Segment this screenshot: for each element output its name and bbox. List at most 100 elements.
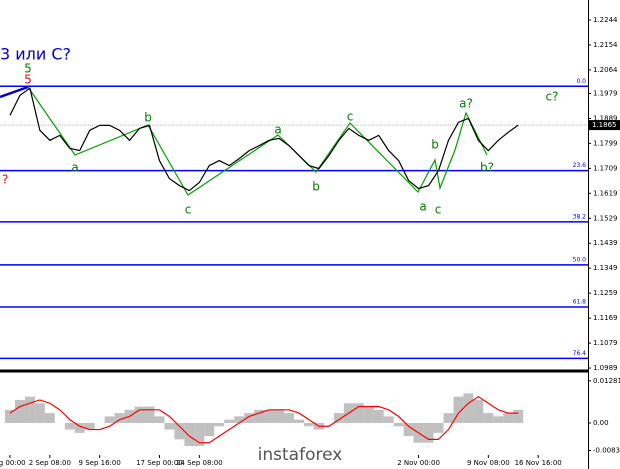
watermark-text: instaforex	[258, 445, 343, 465]
macd-bar	[154, 416, 165, 423]
wave-lines	[0, 85, 488, 196]
macd-bar	[34, 403, 45, 423]
macd-bar	[204, 422, 215, 437]
y-tick-label: 1.1889	[593, 114, 618, 122]
macd-bar	[433, 422, 444, 433]
macd-bar	[74, 422, 85, 433]
macd-bar	[284, 413, 294, 423]
wave-label: c	[435, 203, 442, 217]
wave-line	[27, 86, 488, 196]
wave-label: b	[431, 138, 439, 152]
x-tick-label: ug 00:00	[0, 459, 26, 467]
macd-bar	[14, 399, 25, 423]
wave-label: a	[71, 161, 78, 175]
y-tick-label: 1.1529	[593, 214, 618, 222]
macd-bar	[513, 409, 524, 423]
y-tick-label: 1.1439	[593, 239, 618, 247]
wave-label: 5	[24, 62, 32, 76]
macd-bar	[363, 406, 374, 423]
wave-label: c?	[546, 90, 559, 104]
y-tick-label: 1.0989	[593, 364, 618, 372]
y-tick-label: 1.2154	[593, 41, 618, 49]
fib-label: 61.8	[573, 299, 587, 306]
macd-bar	[254, 409, 265, 423]
fib-label: 50.0	[573, 256, 587, 263]
x-tick-label: 17 Sep 00:00	[136, 459, 183, 467]
macd-bar	[443, 413, 454, 423]
fib-label: 0.0	[576, 78, 586, 85]
watermark-box	[228, 440, 356, 469]
y-tick-label: 1.1709	[593, 164, 618, 172]
y-tick-label: 1.1169	[593, 314, 618, 322]
macd-bar	[134, 406, 145, 423]
macd-bar	[373, 409, 384, 423]
y-tick-label: 1.2244	[593, 16, 618, 24]
macd-bar	[503, 413, 514, 423]
y-tick-label: 1.1349	[593, 264, 618, 272]
y-tick-label: 1.1079	[593, 339, 618, 347]
y-tick-label: 1.1259	[593, 289, 618, 297]
x-tick-label: 2 Sep 08:00	[29, 459, 71, 467]
x-tick-label: 9 Sep 16:00	[79, 459, 121, 467]
wave-line	[0, 85, 29, 99]
wave-label: b	[144, 111, 152, 125]
watermark: instaforex	[228, 440, 356, 469]
macd-bar	[353, 403, 364, 423]
y-tick-label: 1.1979	[593, 89, 618, 97]
y-tick-label: 0.01281	[593, 377, 620, 385]
y-tick-label: -0.00836	[593, 446, 620, 454]
macd-bar	[493, 416, 504, 423]
x-tick-label: 2 Nov 00:00	[397, 459, 440, 467]
macd-bar	[4, 409, 15, 423]
macd-bar	[473, 399, 484, 423]
macd-bar	[383, 416, 394, 423]
wave-label: b	[312, 180, 320, 194]
macd-bar	[24, 396, 35, 423]
macd-bar	[393, 422, 404, 427]
macd-bar	[274, 409, 285, 423]
macd-bar	[224, 419, 235, 423]
macd-bar	[303, 422, 314, 427]
macd-bar	[44, 413, 55, 423]
macd-bar	[144, 406, 155, 423]
fib-label: 38.2	[573, 213, 587, 220]
y-tick-label: 1.1619	[593, 189, 618, 197]
y-tick-label: 1.1799	[593, 139, 618, 147]
macd-bar	[184, 422, 195, 446]
macd-bar	[104, 416, 115, 423]
macd-bar	[483, 413, 494, 423]
macd-bar	[463, 393, 474, 423]
price-line	[9, 87, 519, 192]
macd-bar	[453, 396, 464, 423]
fib-label: 76.4	[573, 350, 587, 357]
signal-line	[9, 395, 519, 444]
wave-label: c	[185, 203, 192, 217]
macd-bar	[234, 416, 245, 423]
macd-bar	[294, 419, 304, 423]
last-price-box	[589, 120, 620, 131]
macd-bar	[264, 409, 275, 423]
macd-bar	[214, 422, 225, 427]
macd-bar	[194, 422, 205, 446]
y-tick-label: 1.2064	[593, 66, 618, 74]
fib-label: 23.6	[573, 162, 587, 169]
macd-bar	[64, 422, 75, 430]
wave-label: a?	[459, 97, 473, 111]
x-tick-label: 16 Nov 16:00	[515, 459, 562, 467]
macd-bar	[403, 422, 414, 437]
macd-bar	[423, 422, 434, 443]
wave-label: b?	[480, 161, 494, 175]
macd-bar	[244, 413, 255, 423]
macd-bar	[164, 422, 175, 430]
macd-bar	[84, 422, 95, 430]
wave-label: 5	[24, 73, 32, 87]
macd-bar	[114, 413, 125, 423]
wave-label: a	[274, 123, 281, 137]
wave-label: 3 или C?	[0, 45, 71, 64]
last-price-label: 1.1865	[592, 121, 617, 129]
macd-bar	[174, 422, 185, 440]
x-tick-label: 9 Nov 08:00	[467, 459, 510, 467]
wave-label: a	[419, 200, 426, 214]
